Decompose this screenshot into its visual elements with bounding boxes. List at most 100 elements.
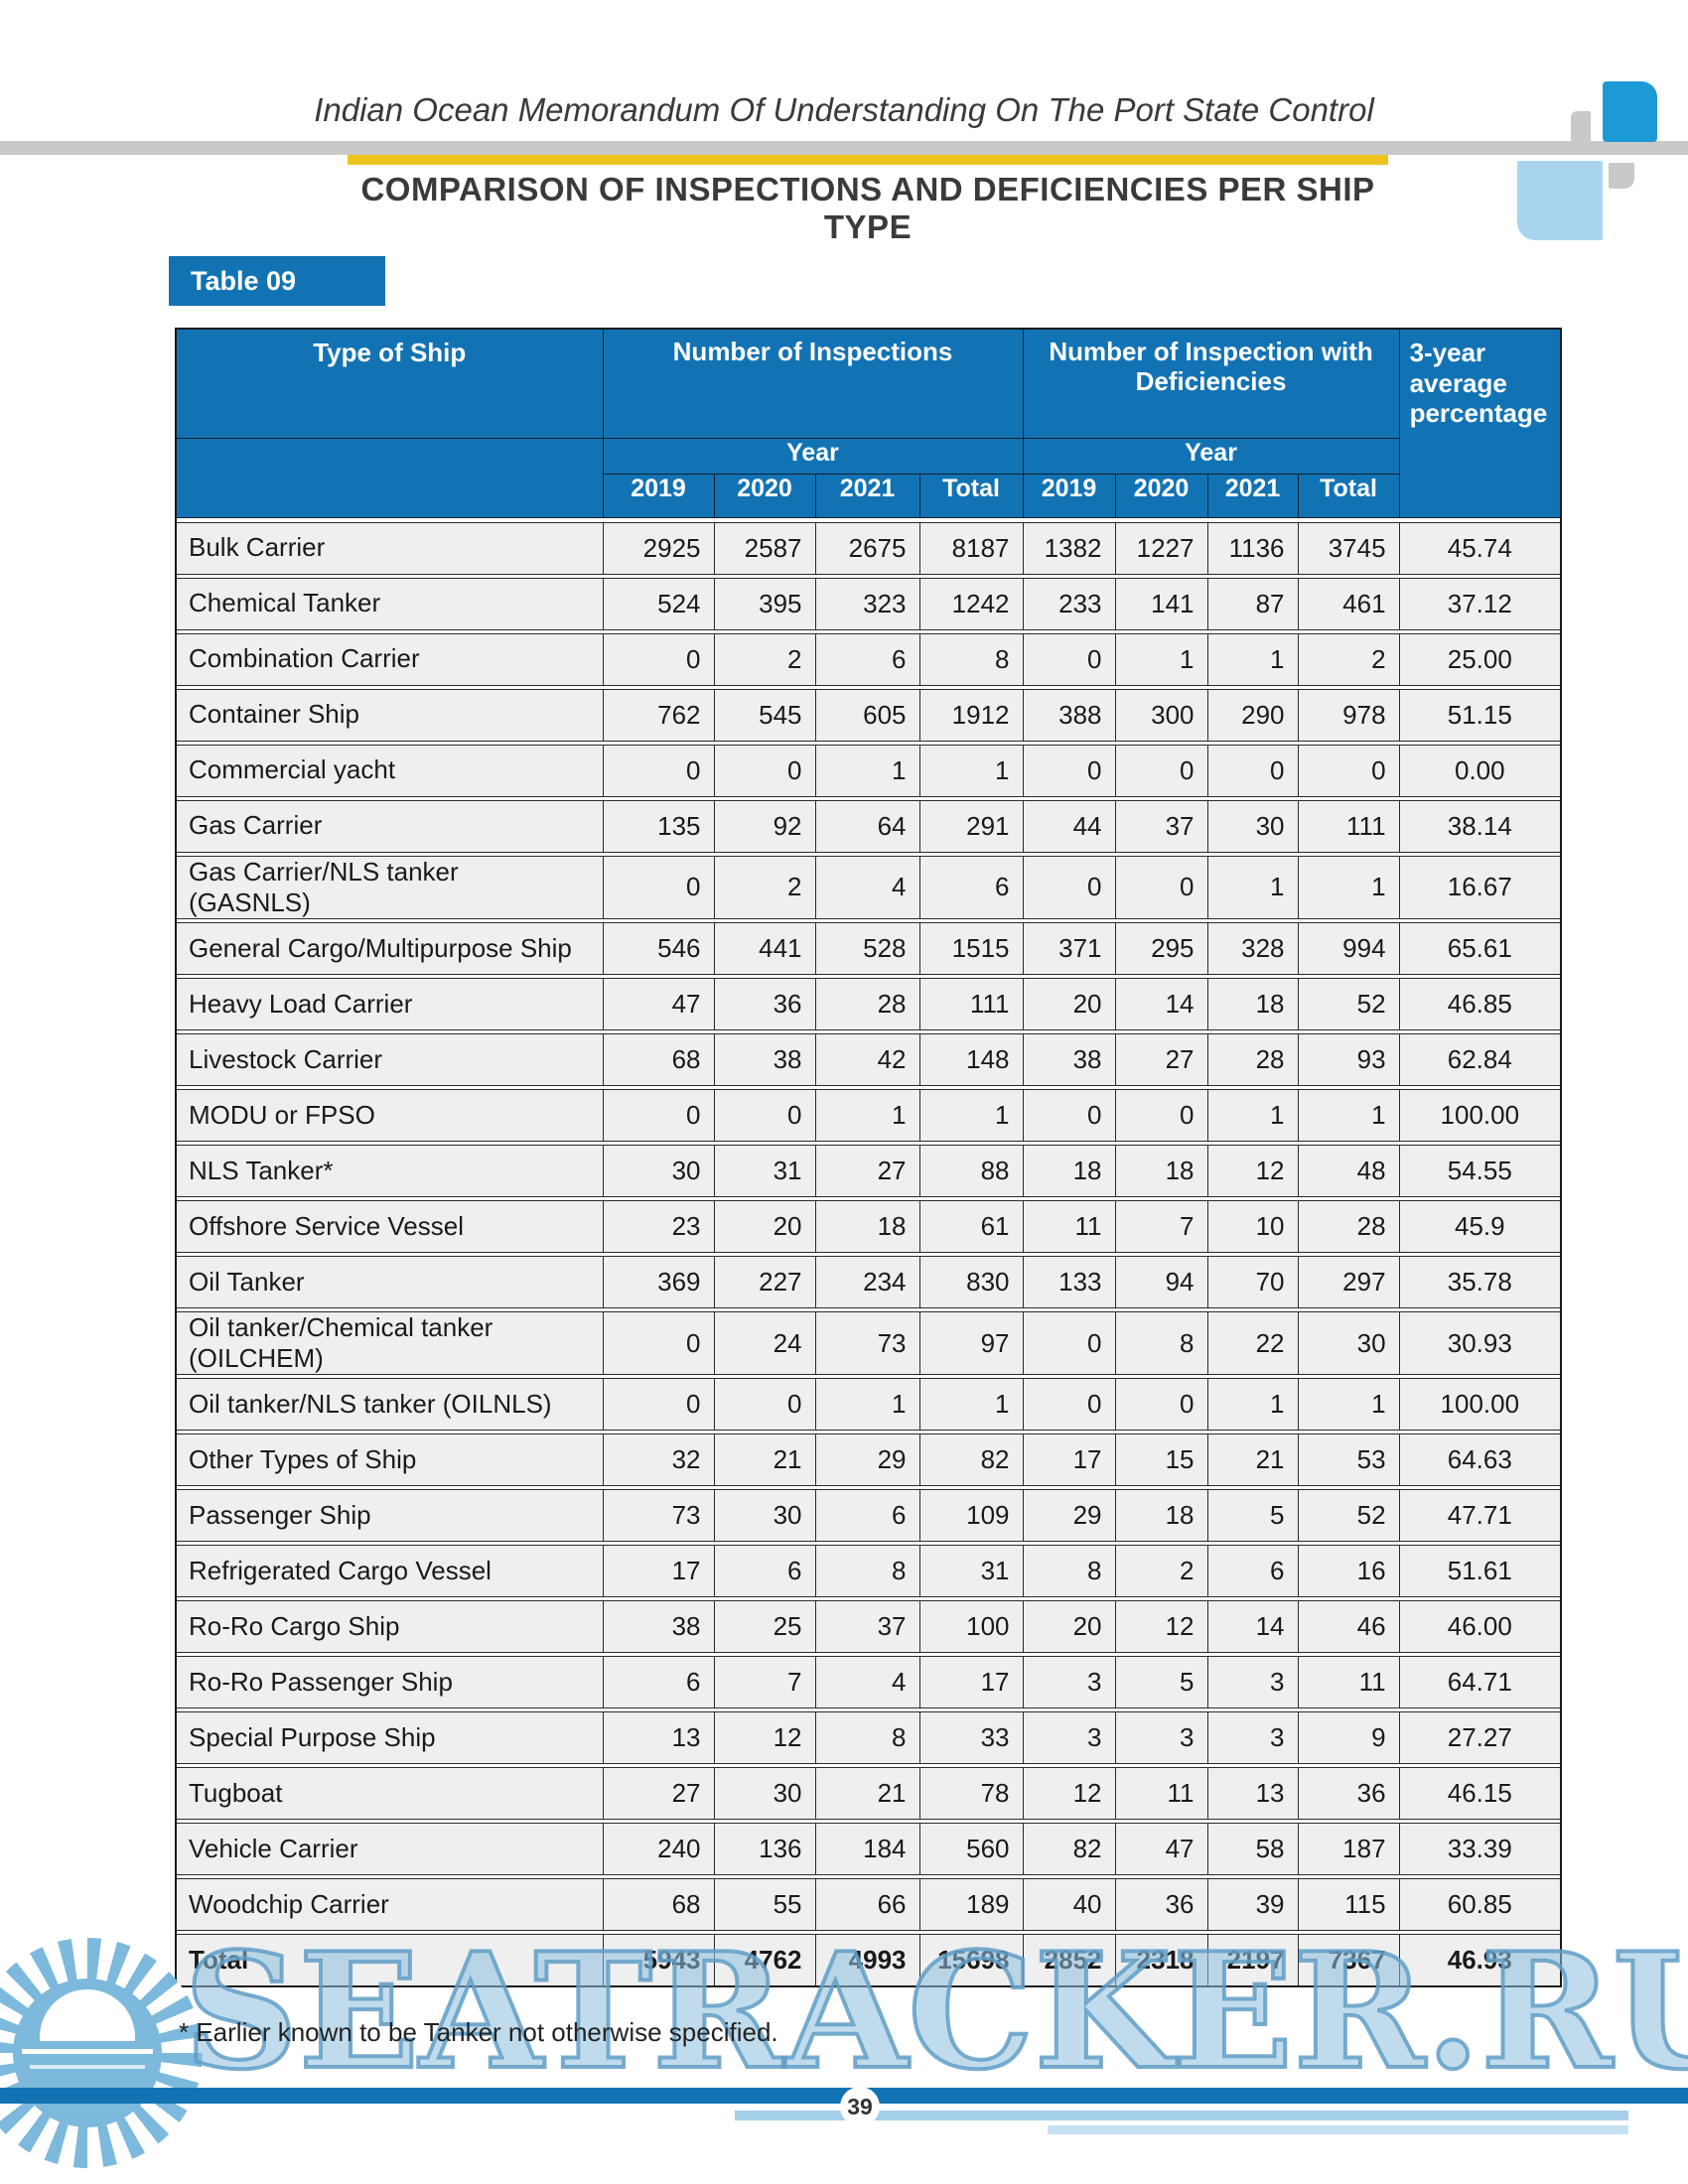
insp-total-cell: 1515 bbox=[918, 921, 1024, 975]
insp-2019-cell: 73 bbox=[602, 1489, 715, 1543]
insp-2021-cell: 4 bbox=[814, 1656, 920, 1709]
insp-2020-cell: 0 bbox=[713, 744, 816, 797]
avg-percentage-cell: 47.71 bbox=[1398, 1489, 1562, 1543]
insp-2020-cell: 20 bbox=[713, 1199, 816, 1253]
def-2019-cell: 38 bbox=[1022, 1032, 1116, 1086]
row-gap bbox=[176, 1141, 1562, 1146]
def-2021-cell: 1 bbox=[1206, 632, 1299, 686]
ship-type-cell: Oil tanker/Chemical tanker (OILCHEM) bbox=[175, 1310, 604, 1376]
insp-2021-cell: 18 bbox=[814, 1199, 920, 1253]
def-2019-cell: 3 bbox=[1022, 1656, 1116, 1709]
def-2021-cell: 1 bbox=[1206, 1088, 1299, 1142]
sun-wave bbox=[30, 2065, 145, 2069]
avg-percentage-cell: 46.93 bbox=[1398, 1934, 1562, 1987]
table-row: Heavy Load Carrier 47 36 28 111 20 14 18… bbox=[175, 977, 1562, 1030]
insp-2021-cell: 8 bbox=[814, 1545, 920, 1598]
table-row: Ro-Ro Passenger Ship 6 7 4 17 3 5 3 11 6… bbox=[175, 1656, 1562, 1709]
table-row: Refrigerated Cargo Vessel 17 6 8 31 8 2 … bbox=[175, 1545, 1562, 1598]
avg-percentage-cell: 0.00 bbox=[1398, 744, 1562, 797]
avg-percentage-cell: 46.85 bbox=[1398, 977, 1562, 1030]
def-2021-cell: 58 bbox=[1206, 1823, 1299, 1876]
ship-table: Type of Ship Number of Inspections Numbe… bbox=[175, 328, 1563, 1987]
def-total-cell: 3745 bbox=[1297, 521, 1400, 575]
col-header-ship-type: Type of Ship bbox=[175, 328, 604, 439]
def-2019-cell: 0 bbox=[1022, 1088, 1116, 1142]
def-2020-cell: 12 bbox=[1114, 1600, 1208, 1654]
def-2020-cell: 1 bbox=[1114, 632, 1208, 686]
insp-2019-cell: 38 bbox=[602, 1600, 715, 1654]
table-row: Oil Tanker 369 227 234 830 133 94 70 297… bbox=[175, 1255, 1562, 1308]
def-total-cell: 978 bbox=[1297, 688, 1400, 742]
insp-2020-cell: 12 bbox=[713, 1711, 816, 1765]
def-2019-cell: 0 bbox=[1022, 632, 1116, 686]
ship-type-cell: Total bbox=[175, 1934, 604, 1987]
def-total-cell: 9 bbox=[1297, 1711, 1400, 1765]
def-2020-cell: 141 bbox=[1114, 577, 1208, 630]
def-2021-cell: 30 bbox=[1206, 799, 1299, 853]
def-2021-cell: 39 bbox=[1206, 1878, 1299, 1932]
decor-lightblue-square bbox=[1517, 161, 1603, 240]
def-2021-cell: 14 bbox=[1206, 1600, 1299, 1654]
def-2021-cell: 21 bbox=[1206, 1433, 1299, 1487]
avg-percentage-cell: 100.00 bbox=[1398, 1378, 1562, 1432]
avg-percentage-cell: 51.15 bbox=[1398, 688, 1562, 742]
avg-percentage-cell: 64.63 bbox=[1398, 1433, 1562, 1487]
insp-2019-cell: 0 bbox=[602, 1378, 715, 1432]
insp-2021-cell: 8 bbox=[814, 1711, 920, 1765]
def-2020-cell: 295 bbox=[1114, 921, 1208, 975]
insp-total-cell: 111 bbox=[918, 977, 1024, 1030]
ship-type-cell: NLS Tanker* bbox=[175, 1144, 604, 1197]
insp-2020-cell: 38 bbox=[713, 1032, 816, 1086]
insp-2021-cell: 66 bbox=[814, 1878, 920, 1932]
insp-2019-cell: 68 bbox=[602, 1878, 715, 1932]
row-gap bbox=[176, 1307, 1562, 1312]
ship-table-container: Type of Ship Number of Inspections Numbe… bbox=[175, 328, 1563, 1987]
row-gap bbox=[176, 741, 1562, 745]
def-total-cell: 111 bbox=[1297, 799, 1400, 853]
def-2019-cell: 17 bbox=[1022, 1433, 1116, 1487]
def-2021-cell: 1136 bbox=[1206, 521, 1299, 575]
insp-2020-cell: 0 bbox=[713, 1378, 816, 1432]
row-gap bbox=[176, 517, 1562, 522]
def-2020-cell: 8 bbox=[1114, 1310, 1208, 1376]
def-2021-cell: 0 bbox=[1206, 744, 1299, 797]
avg-percentage-cell: 62.84 bbox=[1398, 1032, 1562, 1086]
year-col-def-2020: 2020 bbox=[1114, 473, 1208, 518]
table-row: NLS Tanker* 30 31 27 88 18 18 12 48 54.5… bbox=[175, 1144, 1562, 1197]
avg-percentage-cell: 46.00 bbox=[1398, 1600, 1562, 1654]
ship-type-cell: Bulk Carrier bbox=[175, 521, 604, 575]
row-gap bbox=[176, 1252, 1562, 1257]
def-2019-cell: 44 bbox=[1022, 799, 1116, 853]
table-row: Oil tanker/Chemical tanker (OILCHEM) 0 2… bbox=[175, 1310, 1562, 1376]
def-2021-cell: 6 bbox=[1206, 1545, 1299, 1598]
insp-2019-cell: 135 bbox=[602, 799, 715, 853]
def-2019-cell: 40 bbox=[1022, 1878, 1116, 1932]
insp-total-cell: 17 bbox=[918, 1656, 1024, 1709]
footer-light-bar-1 bbox=[735, 2111, 1628, 2120]
insp-total-cell: 8 bbox=[918, 632, 1024, 686]
ship-type-cell: MODU or FPSO bbox=[175, 1088, 604, 1142]
insp-2020-cell: 36 bbox=[713, 977, 816, 1030]
insp-2021-cell: 4 bbox=[814, 855, 920, 919]
def-total-cell: 46 bbox=[1297, 1600, 1400, 1654]
table-row: General Cargo/Multipurpose Ship 546 441 … bbox=[175, 921, 1562, 975]
ship-type-cell: Passenger Ship bbox=[175, 1489, 604, 1543]
insp-total-cell: 1 bbox=[918, 1088, 1024, 1142]
insp-2021-cell: 6 bbox=[814, 1489, 920, 1543]
insp-2019-cell: 0 bbox=[602, 855, 715, 919]
row-gap bbox=[176, 574, 1562, 578]
def-2020-cell: 94 bbox=[1114, 1255, 1208, 1308]
ship-type-cell: Oil tanker/NLS tanker (OILNLS) bbox=[175, 1378, 604, 1432]
insp-2020-cell: 395 bbox=[713, 577, 816, 630]
table-row: Gas Carrier/NLS tanker (GASNLS) 0 2 4 6 … bbox=[175, 855, 1562, 919]
def-2019-cell: 20 bbox=[1022, 977, 1116, 1030]
row-gap bbox=[176, 1085, 1562, 1090]
def-2020-cell: 0 bbox=[1114, 744, 1208, 797]
row-gap bbox=[176, 629, 1562, 633]
table-row: Oil tanker/NLS tanker (OILNLS) 0 0 1 1 0… bbox=[175, 1378, 1562, 1432]
avg-percentage-cell: 16.67 bbox=[1398, 855, 1562, 919]
insp-total-cell: 148 bbox=[918, 1032, 1024, 1086]
row-gap bbox=[176, 1541, 1562, 1546]
def-2020-cell: 2 bbox=[1114, 1545, 1208, 1598]
insp-2019-cell: 524 bbox=[602, 577, 715, 630]
